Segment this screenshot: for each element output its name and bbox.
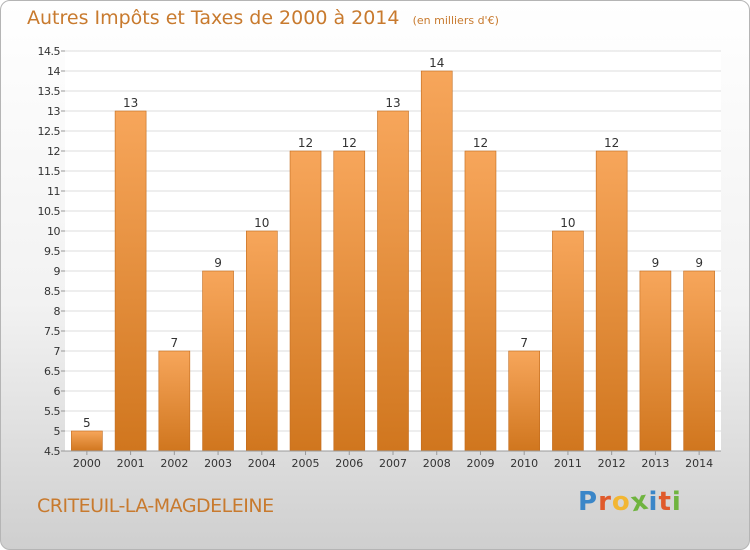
y-axis-ticks: 4.5 5 5.5 6 6.5 7 7.5 8 8.5 9 9.5 10 10.5 11 11.5 12 12.… (38, 45, 65, 458)
data-label: 14 (429, 56, 444, 70)
data-label: 10 (560, 216, 575, 230)
y-tick-label: 8 (54, 305, 61, 318)
data-label: 12 (604, 136, 619, 150)
y-tick-label: 6 (54, 385, 61, 398)
bar-2011 (552, 230, 584, 452)
bar-2000 (71, 430, 103, 452)
x-tick-label: 2013 (641, 457, 669, 470)
x-tick-label: 2003 (204, 457, 232, 470)
y-tick-label: 10.5 (38, 205, 61, 218)
bar-2002 (158, 350, 191, 452)
data-label: 9 (652, 256, 660, 270)
bar-2013 (639, 270, 672, 452)
data-label: 12 (298, 136, 313, 150)
data-labels: 5 13 7 9 10 12 12 13 14 12 7 10 12 9 9 (83, 56, 703, 430)
y-tick-label: 4.5 (44, 445, 60, 458)
logo-letter: t (658, 487, 672, 517)
x-tick-label: 2009 (466, 457, 494, 470)
y-tick-label: 5.5 (44, 405, 60, 418)
logo-letter: i (648, 487, 659, 517)
bar-2003 (202, 270, 234, 452)
bar-2001 (114, 110, 147, 452)
data-label: 12 (342, 136, 357, 150)
data-label: 7 (171, 336, 179, 350)
data-label: 9 (695, 256, 703, 270)
data-label: 13 (385, 96, 400, 110)
bar-2012 (595, 150, 628, 452)
logo-letter: P (578, 487, 599, 517)
y-tick-label: 14 (47, 65, 60, 78)
bar-2006 (333, 150, 366, 452)
y-tick-label: 10 (47, 225, 60, 238)
y-tick-label: 11 (47, 185, 60, 198)
bar-2009 (464, 150, 497, 452)
data-label: 9 (214, 256, 222, 270)
x-tick-label: 2012 (598, 457, 626, 470)
logo-letter: r (598, 487, 612, 517)
x-axis-ticks: 2000 2001 2002 2003 2004 2005 2006 2007 2008 2009… (73, 451, 713, 470)
data-label: 10 (254, 216, 269, 230)
bar-2007 (377, 110, 409, 452)
title-row: Autres Impôts et Taxes de 2000 à 2014 (e… (27, 7, 499, 29)
y-tick-label: 12 (47, 145, 60, 158)
bar-2005 (289, 150, 322, 452)
x-tick-label: 2008 (423, 457, 451, 470)
x-tick-label: 2010 (510, 457, 538, 470)
data-label: 13 (123, 96, 138, 110)
chart-subtitle: (en milliers d'€) (412, 14, 499, 27)
logo-letter: i (671, 487, 682, 517)
proxiti-logo: Proxiti (578, 486, 682, 519)
y-tick-label: 5 (54, 425, 61, 438)
y-tick-label: 9 (54, 265, 61, 278)
town-name: CRITEUIL-LA-MAGDELEINE (37, 495, 274, 517)
y-tick-label: 9.5 (44, 245, 60, 258)
x-tick-label: 2014 (685, 457, 713, 470)
y-tick-label: 12.5 (38, 125, 61, 138)
x-tick-label: 2004 (248, 457, 276, 470)
x-tick-label: 2005 (292, 457, 320, 470)
x-tick-label: 2007 (379, 457, 407, 470)
x-tick-label: 2006 (335, 457, 363, 470)
x-tick-label: 2001 (117, 457, 145, 470)
y-tick-label: 11.5 (38, 165, 61, 178)
x-tick-label: 2002 (160, 457, 188, 470)
data-label: 7 (520, 336, 528, 350)
data-label: 12 (473, 136, 488, 150)
bars (71, 70, 715, 452)
data-label: 5 (83, 416, 91, 430)
x-tick-label: 2011 (554, 457, 582, 470)
bar-2010 (508, 350, 541, 452)
logo-letter: o (611, 487, 631, 517)
y-tick-label: 7.5 (44, 325, 60, 338)
y-tick-label: 6.5 (44, 365, 60, 378)
bar-2008 (420, 70, 453, 452)
bar-2014 (683, 270, 715, 452)
bar-2004 (246, 230, 278, 452)
y-tick-label: 7 (54, 345, 61, 358)
chart-title: Autres Impôts et Taxes de 2000 à 2014 (27, 7, 400, 29)
y-tick-label: 14.5 (38, 45, 61, 58)
y-tick-label: 8.5 (44, 285, 60, 298)
x-tick-label: 2000 (73, 457, 101, 470)
y-tick-label: 13 (47, 105, 60, 118)
y-tick-label: 13.5 (38, 85, 61, 98)
